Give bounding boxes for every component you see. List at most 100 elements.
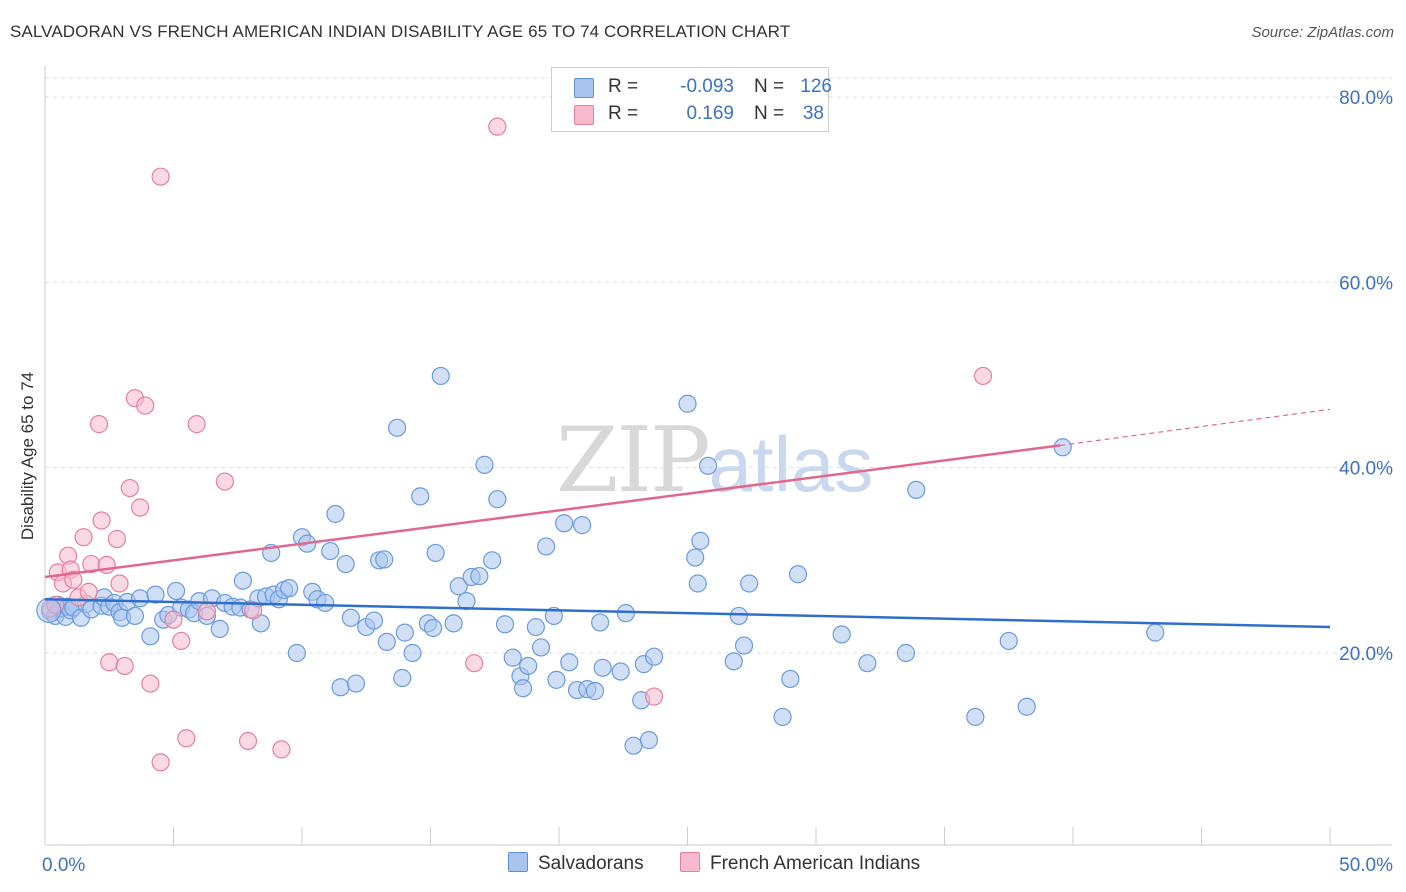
salvadoran-point xyxy=(395,623,414,642)
french-american-indian-trend-extension xyxy=(1060,408,1331,447)
salvadoran-point xyxy=(591,613,610,632)
y-tick-label: 20.0% xyxy=(1339,644,1393,665)
y-tick-label: 40.0% xyxy=(1339,459,1393,480)
french-american-indian-point xyxy=(107,529,127,549)
salvadoran-point xyxy=(1053,438,1072,457)
salvadoran-point xyxy=(560,653,579,672)
french-american-indian-point xyxy=(64,570,83,589)
french-american-indian-point xyxy=(465,654,484,673)
salvadoran-point xyxy=(519,656,538,676)
watermark-zip: ZIP xyxy=(556,408,711,513)
french-american-indian-point xyxy=(215,472,234,491)
french-american-indian-point xyxy=(973,366,993,386)
salvadoran-point xyxy=(375,550,394,569)
french-american-indian-point xyxy=(164,610,183,629)
watermark: ZIPatlas xyxy=(556,408,873,513)
salvadoran-point xyxy=(781,669,800,689)
legend-n-label: N = xyxy=(754,76,785,97)
legend-swatch-french-american-indians xyxy=(574,105,594,125)
salvadoran-point xyxy=(624,736,643,755)
french-american-indian-point xyxy=(74,528,93,547)
salvadoran-point xyxy=(411,487,430,506)
y-axis-label: Disability Age 65 to 74 xyxy=(18,371,37,541)
legend-n-value: 126 xyxy=(800,76,832,97)
salvadoran-point xyxy=(495,615,515,634)
salvadoran-point xyxy=(740,574,759,593)
salvadoran-point xyxy=(644,647,664,666)
salvadoran-point xyxy=(555,514,574,533)
french-american-indian-point xyxy=(272,740,291,759)
salvadoran-point xyxy=(210,619,229,639)
french-american-indian-point xyxy=(244,601,263,620)
salvadoran-point xyxy=(393,668,412,688)
salvadoran-point xyxy=(166,581,186,601)
salvadoran-point xyxy=(387,418,407,437)
salvadoran-point xyxy=(336,554,355,574)
salvadoran-point xyxy=(331,678,350,697)
salvadoran-point xyxy=(544,606,563,626)
salvadoran-point xyxy=(280,579,299,598)
watermark-atlas: atlas xyxy=(708,420,874,508)
salvadoran-point xyxy=(573,516,592,535)
bottom-legend-label: Salvadorans xyxy=(538,853,644,874)
salvadoran-point xyxy=(611,662,630,681)
salvadoran-point xyxy=(858,654,877,673)
salvadoran-point xyxy=(346,674,366,693)
french-american-indian-point xyxy=(644,687,664,706)
salvadoran-point xyxy=(585,681,605,701)
salvadoran-point xyxy=(537,537,556,556)
french-american-indian-point xyxy=(177,729,196,748)
legend-r-value: 0.169 xyxy=(686,103,734,124)
salvadoran-point xyxy=(691,531,710,550)
legend-swatch-salvadorans xyxy=(574,78,594,98)
french-american-indian-point xyxy=(151,753,170,772)
salvadoran-point xyxy=(326,504,345,524)
bottom-legend-salvadorans[interactable]: Salvadorans xyxy=(508,852,644,875)
x-tick-label: 50.0% xyxy=(1339,855,1393,876)
chart-title: SALVADORAN VS FRENCH AMERICAN INDIAN DIS… xyxy=(10,22,791,41)
legend-n-value: 38 xyxy=(802,103,824,124)
salvadoran-point xyxy=(130,589,150,608)
salvadoran-point xyxy=(686,548,705,567)
salvadoran-point xyxy=(316,593,335,613)
source-label: Source: ZipAtlas.com xyxy=(1251,24,1394,41)
salvadoran-point xyxy=(678,394,697,413)
salvadoran-point xyxy=(449,577,468,596)
french-american-indian-point xyxy=(141,674,160,693)
salvadoran-point xyxy=(907,480,926,500)
x-tick-label: 0.0% xyxy=(42,855,85,876)
salvadoran-point xyxy=(503,648,522,667)
french-american-indian-point xyxy=(187,415,206,434)
salvadoran-point xyxy=(444,614,463,633)
salvadoran-point xyxy=(431,366,450,386)
salvadoran-point xyxy=(966,707,985,727)
salvadoran-point xyxy=(513,679,533,698)
french-american-indian-trend-line xyxy=(44,444,1061,579)
salvadoran-point xyxy=(526,617,545,637)
salvadoran-point xyxy=(688,574,707,593)
salvadoran-point xyxy=(141,627,160,646)
french-american-indian-point xyxy=(172,631,191,651)
salvadoran-point xyxy=(773,707,792,727)
salvadoran-point xyxy=(531,638,551,657)
french-american-indian-point xyxy=(115,656,134,676)
french-american-indian-point xyxy=(110,574,129,593)
salvadoran-point xyxy=(125,606,145,626)
bottom-legend-french-american-indians[interactable]: French American Indians xyxy=(680,852,920,875)
salvadoran-point xyxy=(233,571,252,590)
french-american-indian-point xyxy=(197,602,217,621)
legend-r-value: -0.093 xyxy=(680,76,734,97)
salvadoran-point xyxy=(403,643,422,663)
french-american-indian-point xyxy=(100,653,119,672)
salvadoran-point xyxy=(832,625,851,644)
legend-r-label: R = xyxy=(608,103,639,124)
salvadoran-point xyxy=(639,731,659,750)
bottom-legend-swatch-salvadorans xyxy=(508,852,528,872)
french-american-indian-point xyxy=(136,396,155,415)
salvadoran-point xyxy=(488,490,507,509)
salvadoran-point xyxy=(999,631,1018,651)
salvadoran-point xyxy=(146,585,165,604)
bottom-legend-label: French American Indians xyxy=(710,853,921,874)
salvadoran-point xyxy=(729,606,749,626)
